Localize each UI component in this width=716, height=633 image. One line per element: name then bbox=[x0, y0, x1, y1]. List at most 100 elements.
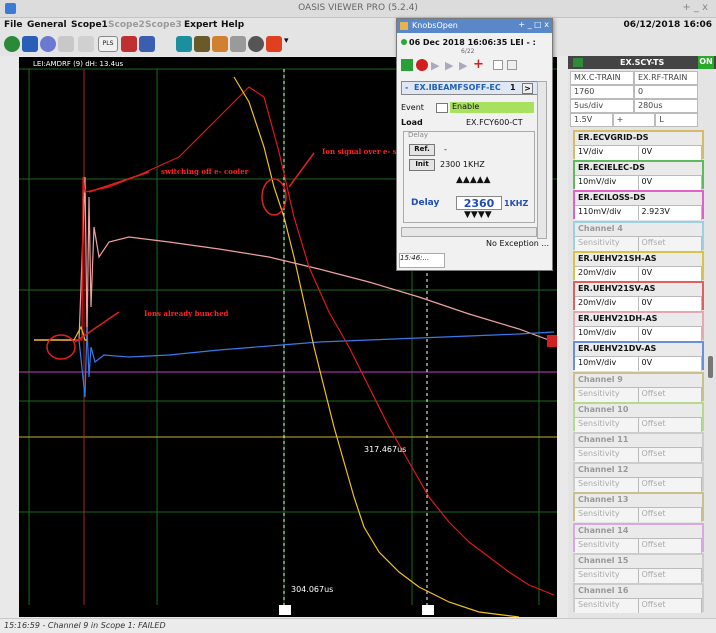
param-cell[interactable]: 0 bbox=[634, 85, 698, 99]
param-cell[interactable]: + bbox=[612, 113, 656, 127]
channel-box[interactable]: Channel 13 Sensitivity Offset bbox=[573, 492, 704, 523]
device-prev-icon[interactable]: - bbox=[405, 83, 409, 92]
delay-value[interactable]: 2360 bbox=[456, 196, 502, 210]
grid-icon[interactable] bbox=[121, 36, 137, 52]
fast-forward-icon[interactable]: ▶ bbox=[459, 59, 468, 72]
scy-header[interactable]: EX.SCY-TS ON bbox=[568, 56, 716, 69]
ref-button[interactable]: Ref. bbox=[409, 144, 435, 156]
sensitivity-field[interactable]: 10mV/div bbox=[575, 327, 639, 342]
sensitivity-field[interactable]: Sensitivity bbox=[575, 568, 639, 583]
sensitivity-field[interactable]: 10mV/div bbox=[575, 176, 639, 191]
sensitivity-field[interactable]: 20mV/div bbox=[575, 297, 639, 311]
channel-box[interactable]: ER.UEHV21DH-AS 10mV/div 0V bbox=[573, 311, 704, 342]
add-icon[interactable]: + bbox=[473, 57, 484, 72]
offset-field[interactable]: 2.923V bbox=[638, 206, 702, 221]
param-cell[interactable]: 1760 bbox=[570, 85, 634, 99]
offset-field[interactable]: Offset bbox=[638, 236, 702, 251]
offset-field[interactable]: Offset bbox=[638, 417, 702, 432]
device-next-icon[interactable]: > bbox=[522, 83, 533, 94]
wifi-icon[interactable] bbox=[230, 36, 246, 52]
sensitivity-field[interactable]: Sensitivity bbox=[575, 478, 639, 493]
param-cell[interactable]: L bbox=[655, 113, 699, 127]
event-dropdown[interactable] bbox=[436, 103, 448, 113]
sensitivity-field[interactable]: Sensitivity bbox=[575, 538, 639, 553]
globe-icon[interactable] bbox=[40, 36, 56, 52]
channel-box[interactable]: ER.UEHV21SH-AS 20mV/div 0V bbox=[573, 250, 704, 281]
list-icon[interactable] bbox=[139, 36, 155, 52]
knobs-horizontal-scrollbar[interactable] bbox=[401, 227, 537, 237]
panel-scrollbar[interactable] bbox=[708, 356, 713, 378]
channel-box[interactable]: Channel 15 Sensitivity Offset bbox=[573, 552, 704, 583]
menu-help[interactable]: Help bbox=[221, 20, 245, 30]
channel-box[interactable]: ER.ECIELEC-DS 10mV/div 0V bbox=[573, 160, 704, 191]
decrement-arrows-icon[interactable]: ▼▼▼▼ bbox=[464, 210, 492, 220]
chevron-down-icon[interactable]: ▾ bbox=[284, 36, 289, 46]
offset-field[interactable]: Offset bbox=[638, 538, 702, 553]
menu-expert[interactable]: Expert bbox=[184, 20, 218, 30]
sensitivity-field[interactable]: 1V/div bbox=[575, 146, 639, 160]
record-icon[interactable] bbox=[266, 36, 282, 52]
offset-field[interactable]: 0V bbox=[638, 297, 702, 311]
chart-icon[interactable] bbox=[212, 36, 228, 52]
offset-field[interactable]: 0V bbox=[638, 176, 702, 191]
sensitivity-field[interactable]: Sensitivity bbox=[575, 236, 639, 251]
stop-icon[interactable] bbox=[416, 59, 428, 71]
sensitivity-field[interactable]: 20mV/div bbox=[575, 266, 639, 281]
sensitivity-field[interactable]: Sensitivity bbox=[575, 417, 639, 432]
play-icon[interactable] bbox=[4, 36, 20, 52]
param-cell[interactable]: 280us bbox=[634, 99, 698, 113]
device-selector[interactable]: - EX.IBEAMFSOFF-EC 1 > bbox=[401, 81, 543, 95]
window-icon[interactable] bbox=[176, 36, 192, 52]
offset-field[interactable]: Offset bbox=[638, 478, 702, 493]
sensitivity-field[interactable]: 110mV/div bbox=[575, 206, 639, 221]
offset-field[interactable]: 0V bbox=[638, 327, 702, 342]
channel-box[interactable]: Channel 9 Sensitivity Offset bbox=[573, 371, 704, 402]
menu-general[interactable]: General bbox=[27, 20, 67, 30]
window-icon[interactable] bbox=[507, 60, 517, 70]
step-icon[interactable]: ▶ bbox=[445, 59, 454, 72]
green-square-icon[interactable] bbox=[401, 59, 413, 71]
on-badge[interactable]: ON bbox=[698, 56, 714, 69]
share-icon[interactable] bbox=[248, 36, 264, 52]
sensitivity-field[interactable]: Sensitivity bbox=[575, 387, 639, 402]
channel-box[interactable]: Channel 16 Sensitivity Offset bbox=[573, 583, 704, 613]
channel-box[interactable]: ER.ECVGRID-DS 1V/div 0V bbox=[573, 130, 704, 160]
offset-field[interactable]: Offset bbox=[638, 508, 702, 523]
sensitivity-field[interactable]: Sensitivity bbox=[575, 599, 639, 613]
offset-field[interactable]: Offset bbox=[638, 448, 702, 462]
knobs-window-controls[interactable]: + _ □ x bbox=[518, 20, 549, 29]
menu-scope3[interactable]: Scope3 bbox=[145, 20, 182, 30]
init-button[interactable]: Init bbox=[409, 159, 435, 171]
sensitivity-field[interactable]: Sensitivity bbox=[575, 508, 639, 523]
menu-scope1[interactable]: Scope1 bbox=[71, 20, 108, 30]
pls-button[interactable]: PLS bbox=[98, 36, 118, 52]
offset-field[interactable]: 0V bbox=[638, 146, 702, 160]
document-icon[interactable] bbox=[493, 60, 503, 70]
trigger-marker[interactable] bbox=[547, 335, 557, 347]
offset-field[interactable]: 0V bbox=[638, 266, 702, 281]
param-cell[interactable]: EX.RF-TRAIN bbox=[634, 71, 698, 85]
channel-box[interactable]: Channel 11 Sensitivity Offset bbox=[573, 432, 704, 462]
play-icon[interactable]: ▶ bbox=[431, 59, 440, 72]
offset-field[interactable]: Offset bbox=[638, 387, 702, 402]
knobs-vertical-scrollbar[interactable] bbox=[537, 81, 547, 239]
offset-field[interactable]: 0V bbox=[638, 357, 702, 372]
offset-field[interactable]: Offset bbox=[638, 568, 702, 583]
channel-box[interactable]: ER.UEHV21SV-AS 20mV/div 0V bbox=[573, 281, 704, 311]
sensitivity-field[interactable]: 10mV/div bbox=[575, 357, 639, 372]
channel-box[interactable]: Channel 10 Sensitivity Offset bbox=[573, 401, 704, 432]
menu-scope2[interactable]: Scope2 bbox=[108, 20, 145, 30]
settings-icon[interactable] bbox=[78, 36, 94, 52]
channel-box[interactable]: ER.UEHV21DV-AS 10mV/div 0V bbox=[573, 341, 704, 372]
enable-field[interactable]: Enable bbox=[450, 102, 534, 113]
channel-box[interactable]: Channel 4 Sensitivity Offset bbox=[573, 220, 704, 251]
channel-box[interactable]: Channel 14 Sensitivity Offset bbox=[573, 522, 704, 553]
window-controls[interactable]: + _ x bbox=[682, 2, 708, 13]
sensitivity-field[interactable]: Sensitivity bbox=[575, 448, 639, 462]
meter-icon[interactable] bbox=[194, 36, 210, 52]
tools-icon[interactable] bbox=[22, 36, 38, 52]
param-cell[interactable]: 1.5V bbox=[570, 113, 613, 127]
channel-box[interactable]: Channel 12 Sensitivity Offset bbox=[573, 462, 704, 493]
offset-field[interactable]: Offset bbox=[638, 599, 702, 613]
cursor-a-handle[interactable] bbox=[279, 605, 291, 615]
